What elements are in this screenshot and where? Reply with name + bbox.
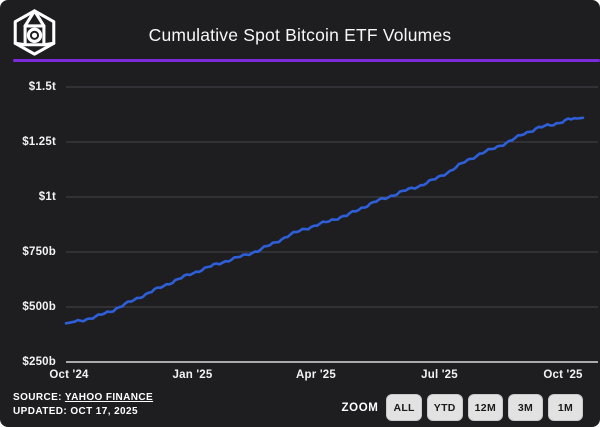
zoom-controls: ZOOM ALL YTD 12M 3M 1M xyxy=(342,394,583,421)
source-label: SOURCE: xyxy=(13,392,62,403)
y-axis-label: $1t xyxy=(38,191,56,203)
y-axis-label: $250b xyxy=(22,356,56,368)
x-axis-label: Apr '25 xyxy=(296,369,336,381)
x-axis-label: Jul '25 xyxy=(421,369,458,381)
x-axis-label: Oct '24 xyxy=(49,369,89,381)
zoom-button-all[interactable]: ALL xyxy=(386,394,422,421)
zoom-button-1m[interactable]: 1M xyxy=(548,394,583,421)
zoom-button-ytd[interactable]: YTD xyxy=(426,394,463,421)
updated-value: OCT 17, 2025 xyxy=(70,405,138,417)
source-line: SOURCE: YAHOO FINANCE xyxy=(13,391,153,405)
source-value-link[interactable]: YAHOO FINANCE xyxy=(64,392,154,403)
zoom-button-3m[interactable]: 3M xyxy=(508,394,543,421)
zoom-label: ZOOM xyxy=(341,401,379,414)
cube-wireframe-logo-icon xyxy=(13,9,56,56)
x-axis-label: Oct '25 xyxy=(543,369,583,381)
accent-divider xyxy=(13,59,600,62)
etf-volume-line xyxy=(64,116,585,325)
source-attribution: SOURCE: YAHOO FINANCE UPDATED: OCT 17, 2… xyxy=(13,391,153,418)
zoom-button-12m[interactable]: 12M xyxy=(467,394,503,421)
y-axis-label: $1.5t xyxy=(28,81,56,93)
y-axis-label: $1.25t xyxy=(22,136,56,148)
y-axis-label: $500b xyxy=(22,301,56,313)
y-axis-label: $750b xyxy=(22,246,56,258)
x-axis-label: Jan '25 xyxy=(172,369,213,381)
page-title: Cumulative Spot Bitcoin ETF Volumes xyxy=(148,25,452,45)
updated-line: UPDATED: OCT 17, 2025 xyxy=(13,405,153,419)
updated-label: UPDATED: xyxy=(13,405,68,417)
